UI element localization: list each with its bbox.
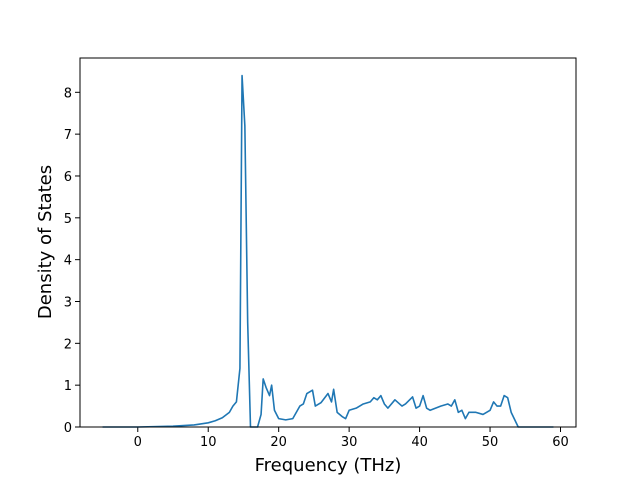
y-tick-label: 8 (64, 86, 72, 101)
plot-frame (79, 57, 577, 428)
x-tick-label: 30 (341, 435, 358, 450)
y-axis-label: Density of States (35, 165, 56, 319)
y-tick-label: 5 (64, 212, 72, 227)
y-tick-label: 7 (64, 128, 72, 143)
y-tick-label: 0 (64, 421, 72, 436)
x-tick-label: 0 (134, 435, 142, 450)
y-tick-label: 4 (64, 254, 72, 269)
x-tick-label: 10 (200, 435, 217, 450)
x-axis-label: Frequency (THz) (255, 455, 402, 476)
y-tick-label: 2 (64, 337, 72, 352)
y-tick-label: 1 (64, 379, 72, 394)
x-tick-label: 20 (270, 435, 287, 450)
y-tick-label: 3 (64, 295, 72, 310)
x-tick-label: 50 (482, 435, 499, 450)
dos-line (102, 74, 554, 428)
y-tick-label: 6 (64, 170, 72, 185)
x-tick-label: 40 (411, 435, 428, 450)
x-tick-label: 60 (552, 435, 569, 450)
